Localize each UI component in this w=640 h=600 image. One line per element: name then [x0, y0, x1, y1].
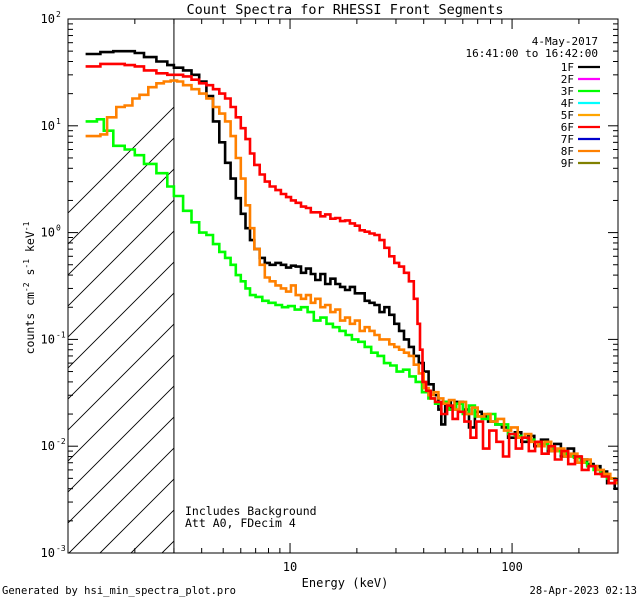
legend-label: 2F: [561, 73, 574, 86]
hatch-line: [68, 323, 174, 431]
y-tick-label: 10: [41, 119, 55, 133]
hatch-line: [255, 19, 640, 553]
legend-label: 1F: [561, 61, 574, 74]
x-tick-label: 100: [501, 560, 523, 574]
y-tick-exponent: -2: [56, 437, 66, 446]
annotation-attenuator: Att A0, FDecim 4: [185, 516, 296, 530]
series-layer: [85, 49, 619, 490]
footer-timestamp: 28-Apr-2023 02:13: [530, 585, 637, 597]
hatch-line: [68, 416, 174, 524]
series-3f: [85, 118, 618, 485]
chart-title: Count Spectra for RHESSI Front Segments: [187, 2, 504, 18]
y-tick-exponent: -1: [56, 330, 66, 339]
hatch-line: [68, 261, 174, 369]
y-tick-exponent: 0: [56, 224, 61, 233]
series-1f: [85, 49, 618, 490]
legend-label: 9F: [561, 157, 574, 170]
series-8f: [85, 79, 619, 485]
y-tick-label: 10: [41, 332, 55, 346]
legend-label: 4F: [561, 97, 574, 110]
legend: 4-May-2017 16:41:00 to 16:42:00 1F2F3F4F…: [466, 35, 600, 170]
plot-frame: [67, 18, 619, 554]
y-tick-label: 10: [41, 226, 55, 240]
background-hatched-region: [68, 19, 640, 553]
x-axis-label: Energy (keV): [302, 576, 389, 590]
legend-label: 6F: [561, 121, 574, 134]
y-tick-exponent: 2: [56, 10, 61, 19]
y-tick-exponent: -3: [56, 544, 66, 553]
hatch-line: [68, 106, 174, 214]
hatch-line: [224, 19, 640, 553]
y-tick-label: 10: [41, 439, 55, 453]
y-tick-exponent: 1: [56, 117, 61, 126]
hatch-line: [68, 199, 174, 307]
hatch-line: [68, 354, 174, 462]
legend-label: 5F: [561, 109, 574, 122]
footer-generated-by: Generated by hsi_min_spectra_plot.pro: [2, 585, 236, 597]
hatch-line: [68, 447, 174, 553]
annotation-background: Includes Background: [185, 504, 317, 518]
legend-label: 8F: [561, 145, 574, 158]
legend-label: 7F: [561, 133, 574, 146]
hatch-line: [317, 19, 640, 553]
legend-date: 4-May-2017: [532, 35, 598, 48]
hatch-line: [99, 478, 174, 553]
hatch-line: [472, 19, 640, 553]
legend-label: 3F: [561, 85, 574, 98]
y-tick-label: 10: [41, 12, 55, 26]
hatch-line: [68, 385, 174, 493]
hatch-line: [68, 230, 174, 338]
y-tick-label: 10: [41, 546, 55, 560]
y-axis-label: counts cm-2 s-1 keV-1: [22, 221, 37, 354]
series-6f: [85, 62, 618, 485]
hatch-line: [68, 137, 174, 245]
legend-time-range: 16:41:00 to 16:42:00: [466, 47, 598, 60]
x-tick-label: 10: [283, 560, 297, 574]
